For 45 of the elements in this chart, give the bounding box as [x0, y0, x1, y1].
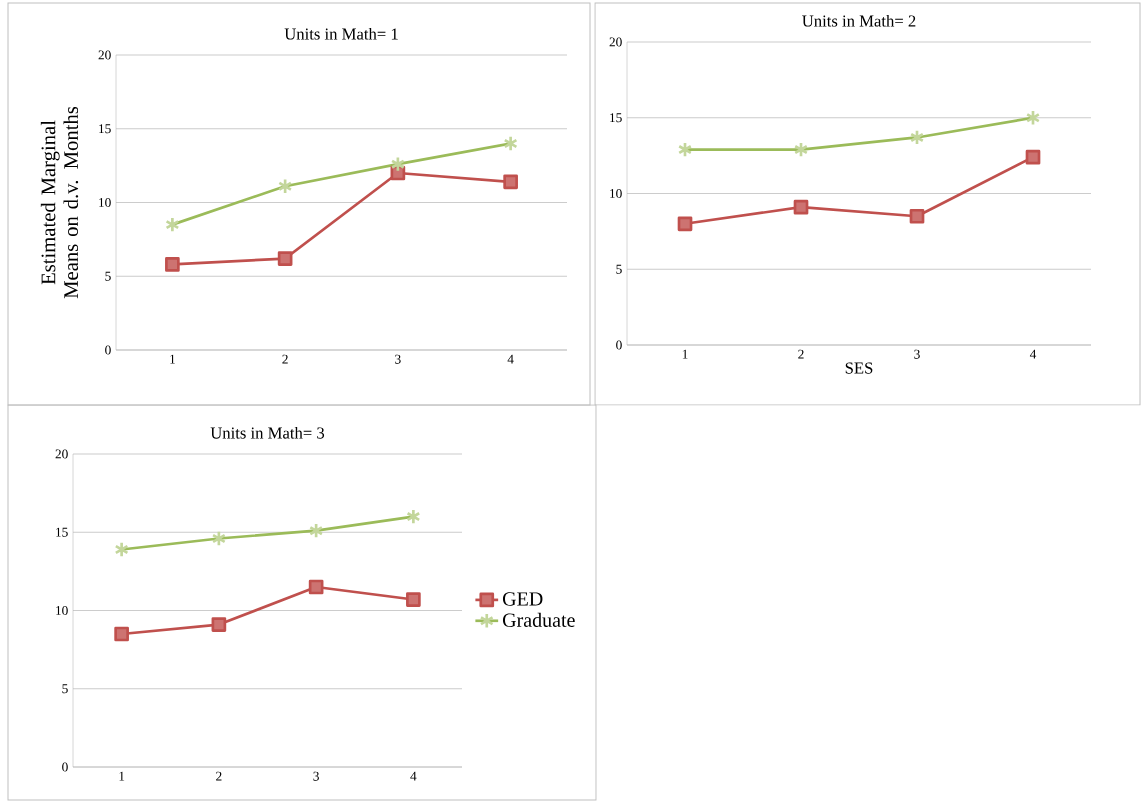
y-tick-label: 10 — [610, 189, 622, 198]
y-tick-label: 20 — [98, 50, 111, 60]
chart-title: Units in Math= 3 — [210, 426, 325, 439]
y-tick-label: 5 — [616, 264, 622, 274]
x-axis-title: SES — [845, 362, 873, 374]
legend-label: Graduate — [502, 612, 575, 627]
x-tick-label: 4 — [507, 354, 514, 364]
point — [308, 579, 324, 595]
y-tick-label: 0 — [616, 340, 622, 350]
point — [406, 592, 421, 607]
y-tick-label: 10 — [56, 606, 68, 615]
point — [793, 199, 809, 215]
y-axis-title: Estimated Marginal Means on d.v. Months — [40, 106, 79, 299]
point — [909, 208, 925, 224]
y-tick-label: 20 — [55, 449, 68, 459]
x-tick-label: 3 — [395, 354, 401, 364]
y-tick-label: 15 — [99, 124, 111, 134]
y-tick-label: 5 — [62, 684, 68, 694]
point — [114, 626, 129, 642]
x-tick-label: 2 — [216, 771, 222, 781]
y-tick-label: 20 — [609, 37, 622, 47]
point — [1025, 149, 1041, 165]
x-tick-label: 1 — [682, 349, 688, 359]
x-tick-label: 2 — [282, 354, 288, 364]
x-tick-label: 1 — [119, 771, 125, 781]
x-tick-label: 3 — [313, 771, 319, 781]
x-tick-label: 3 — [914, 349, 920, 359]
point — [503, 174, 518, 190]
point — [677, 216, 693, 232]
point — [277, 251, 293, 266]
x-tick-label: 4 — [410, 771, 417, 781]
legend-label: GED — [502, 592, 543, 606]
y-tick-label: 15 — [56, 527, 68, 537]
y-tick-label: 0 — [62, 762, 68, 772]
point — [211, 617, 227, 632]
chart-title: Units in Math= 1 — [284, 27, 398, 40]
point — [165, 257, 180, 272]
y-tick-label: 10 — [99, 198, 111, 207]
y-tick-label: 0 — [105, 345, 111, 355]
chart-title: Units in Math= 2 — [802, 14, 916, 27]
y-tick-label: 5 — [105, 271, 111, 281]
y-tick-label: 15 — [610, 113, 622, 123]
x-tick-label: 4 — [1029, 349, 1037, 359]
x-tick-label: 2 — [798, 349, 804, 359]
x-tick-label: 1 — [170, 354, 175, 364]
